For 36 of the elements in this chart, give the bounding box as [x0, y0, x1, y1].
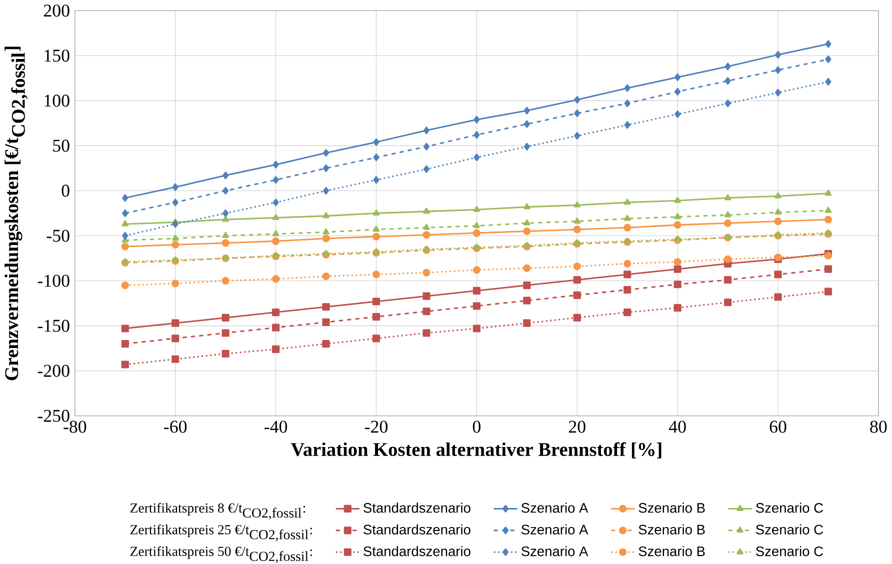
y-tick-label: -150	[38, 320, 70, 332]
legend-label: Szenario A	[521, 546, 588, 556]
x-axis-title: Variation Kosten alternativer Brennstoff [%]	[290, 442, 662, 459]
legend-label: Szenario B	[638, 502, 705, 513]
x-tick-label: -20	[364, 420, 388, 433]
y-tick-label: -100	[38, 274, 70, 287]
y-tick-label: -200	[38, 364, 70, 378]
x-tick-label: -80	[64, 420, 86, 433]
y-tick-label: 150	[44, 50, 70, 62]
x-tick-label: 20	[568, 420, 586, 433]
x-tick-label: 60	[770, 420, 786, 433]
x-tick-label: -40	[264, 420, 288, 433]
y-axis-title: $\textbf{Grenzvermeidungskosten [€/t}_{\textbf{CO2,fossil}}\textbf{]}$	[4, 46, 28, 380]
y-tick-label: -50	[46, 230, 70, 242]
legend-label: Standardszenario	[364, 502, 470, 513]
y-tick-label: 100	[44, 94, 70, 107]
y-tick-label: 50	[53, 140, 70, 152]
x-tick-label: 80	[870, 420, 887, 433]
y-tick-label: 200	[44, 4, 70, 17]
x-tick-label: -60	[164, 420, 187, 433]
legend-label: Szenario C	[756, 524, 823, 535]
y-tick-label: 0	[62, 184, 70, 197]
legend-label: Szenario A	[521, 502, 588, 513]
text: $\textrm{Zertifikatspreis 8 €/t}_{\textrm{CO2,fossil}}\textrm{:}$	[130, 502, 306, 520]
legend-label: Szenario B	[638, 546, 705, 556]
legend-label: Szenario C	[756, 546, 823, 556]
legend-label: Szenario C	[756, 502, 823, 513]
legend-label: Standardszenario	[364, 524, 470, 535]
y-tick-label: -250	[38, 410, 70, 422]
text: $\textrm{Zertifikatspreis 25 €/t}_{\textrm{CO2,fossil}}\textrm{:}$	[130, 524, 312, 542]
legend-label: Szenario B	[638, 524, 705, 535]
legend-label: Standardszenario	[364, 546, 470, 556]
x-tick-label: 40	[668, 420, 686, 433]
text: $\textrm{Zertifikatspreis 50 €/t}_{\textrm{CO2,fossil}}\textrm{:}$	[130, 546, 312, 564]
legend-label: Szenario A	[521, 524, 588, 535]
x-tick-label: 0	[472, 420, 480, 433]
